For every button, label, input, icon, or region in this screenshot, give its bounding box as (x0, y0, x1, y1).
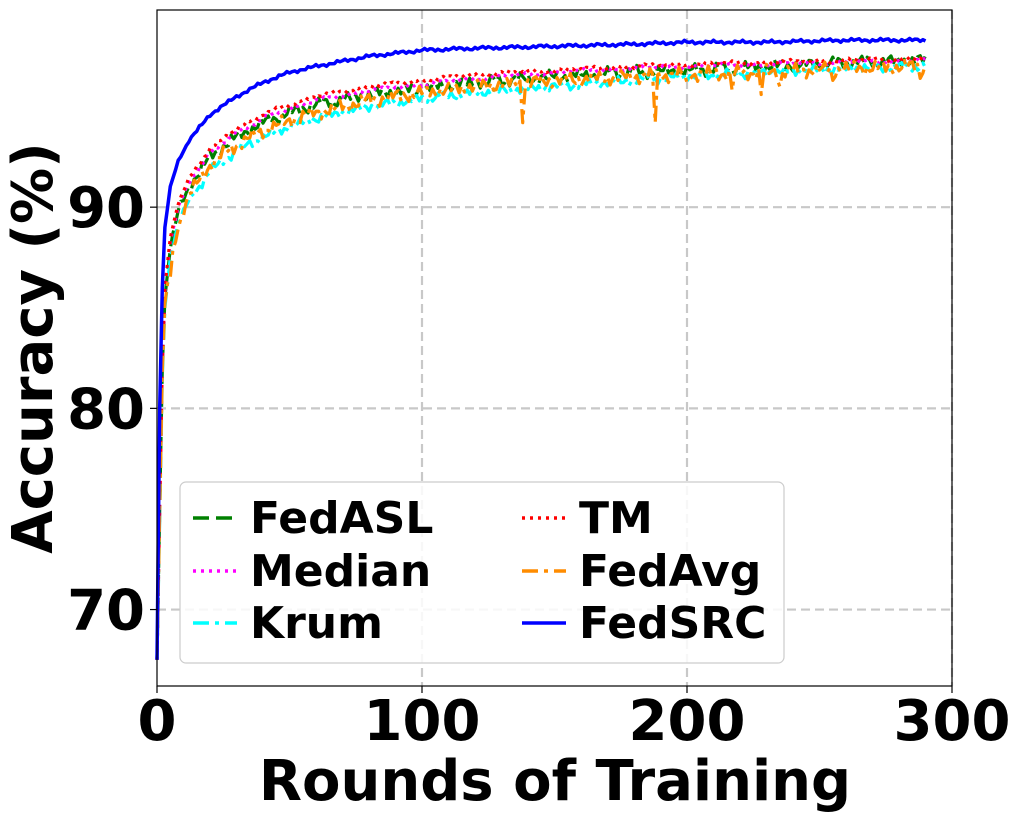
series-line-fedsrc (155, 36, 927, 660)
x-tick-label: 300 (894, 689, 1011, 754)
legend-label-fedsrc: FedSRC (579, 598, 766, 649)
y-tick-label: 90 (67, 176, 145, 241)
x-tick-label: 200 (629, 689, 746, 754)
legend-label-fedasl: FedASL (250, 493, 433, 544)
legend-label-fedavg: FedAvg (579, 546, 761, 597)
legend-label-krum: Krum (250, 598, 383, 649)
x-tick-label: 100 (364, 689, 481, 754)
tick-layer: 0 100 200 300 70 80 90 (67, 176, 1010, 754)
legend-label-tm: TM (579, 493, 653, 544)
series-layer (155, 36, 928, 660)
x-axis-label: Rounds of Training (259, 749, 851, 814)
legend-box (179, 481, 785, 664)
y-tick-label: 70 (67, 579, 145, 644)
y-axis-label: Accuracy (%) (1, 142, 66, 554)
x-tick-label: 0 (138, 689, 177, 754)
series-line-median (155, 57, 926, 660)
series-line-tm (155, 55, 927, 660)
y-tick-label: 80 (67, 377, 145, 442)
series-line-fedavg (155, 58, 928, 660)
plot-frame (156, 9, 953, 687)
legend-label-median: Median (250, 546, 431, 597)
